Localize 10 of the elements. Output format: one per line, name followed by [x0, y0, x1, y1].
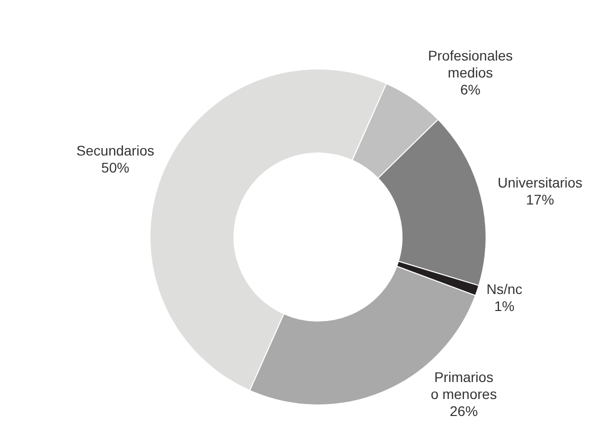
data-label: 50% — [101, 159, 130, 176]
slice-label: Universitarios — [498, 174, 582, 190]
data-label: 17% — [526, 191, 554, 208]
data-label: 1% — [494, 298, 514, 314]
data-label: 6% — [460, 82, 480, 98]
slice-label: Profesionales medios — [428, 48, 513, 81]
slice-label: Secundarios — [76, 142, 154, 158]
slice-label: Primarios o menores — [430, 369, 497, 402]
slice-label: Ns/nc — [486, 280, 522, 297]
data-label: 26% — [450, 403, 478, 419]
